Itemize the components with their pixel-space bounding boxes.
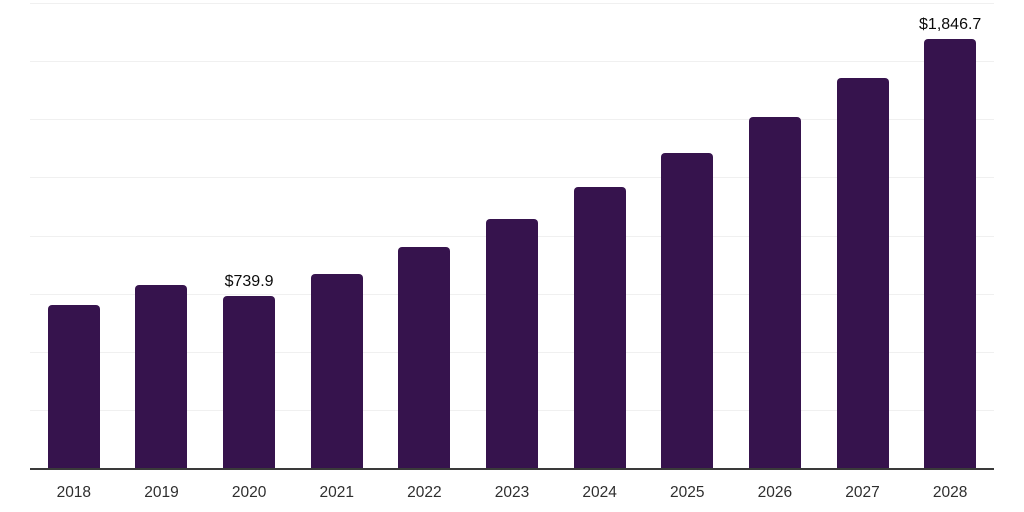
- x-tick-label-2022: 2022: [407, 484, 442, 501]
- bar-value-label-2020: $739.9: [224, 272, 274, 290]
- x-tick-label-2023: 2023: [494, 484, 530, 501]
- x-tick-label-2024: 2024: [582, 484, 617, 501]
- bar-2020: [223, 295, 276, 468]
- bar-2023: [486, 218, 538, 468]
- gridline: [30, 177, 994, 179]
- x-tick-label-2026: 2026: [757, 484, 793, 501]
- bar-2028: [924, 38, 977, 468]
- bar-2025: [661, 153, 714, 468]
- x-tick-label-2021: 2021: [319, 484, 354, 501]
- x-tick-label-2028: 2028: [932, 484, 968, 501]
- bar-2022: [398, 247, 451, 468]
- bar-2019: [135, 284, 188, 468]
- bar-2018: [47, 305, 100, 468]
- bar-2026: [748, 117, 801, 468]
- x-axis-line: [30, 468, 994, 470]
- gridline: [30, 61, 994, 63]
- x-tick-label-2027: 2027: [845, 484, 880, 501]
- x-tick-label-2025: 2025: [670, 484, 705, 501]
- bar-2021: [310, 273, 363, 468]
- bar-2027: [836, 78, 889, 468]
- x-tick-label-2020: 2020: [231, 484, 267, 501]
- x-tick-label-2019: 2019: [144, 484, 179, 501]
- x-tick-label-2018: 2018: [56, 484, 92, 501]
- gridline: [30, 119, 994, 121]
- gridline: [30, 3, 994, 4]
- bar-2024: [573, 186, 626, 468]
- bar-value-label-2028: $1,846.7: [919, 15, 982, 33]
